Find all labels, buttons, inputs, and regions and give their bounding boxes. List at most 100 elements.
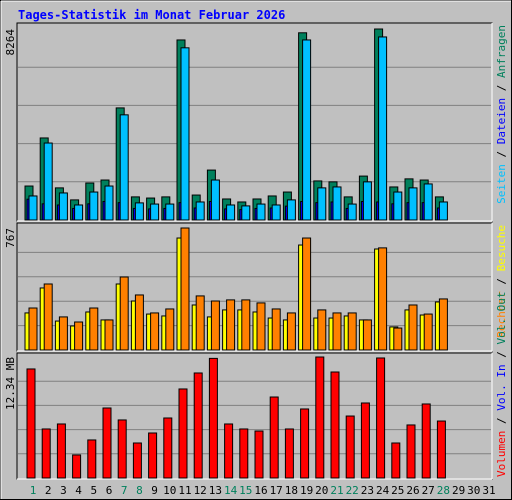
- x-tick-label: 6: [106, 484, 113, 497]
- x-tick-label: 18: [285, 484, 298, 497]
- legend-entry: Volumen: [495, 431, 508, 477]
- bar: [378, 36, 388, 221]
- x-tick-label: 8: [136, 484, 143, 497]
- x-tick-label: 27: [422, 484, 435, 497]
- bar: [56, 423, 66, 479]
- bar: [43, 142, 53, 221]
- x-tick-label: 28: [437, 484, 450, 497]
- bar: [332, 186, 342, 221]
- x-tick-label: 1: [30, 484, 37, 497]
- bar: [28, 195, 38, 221]
- x-tick-label: 9: [151, 484, 158, 497]
- x-tick-label: 10: [163, 484, 176, 497]
- x-tick-label: 15: [239, 484, 252, 497]
- legend-entry: Rechner: [495, 291, 508, 338]
- bar: [330, 371, 340, 479]
- bar: [241, 205, 251, 221]
- bar: [254, 430, 264, 479]
- bar: [208, 357, 218, 479]
- bar: [226, 204, 236, 221]
- bar: [315, 356, 325, 479]
- bar: [148, 432, 158, 479]
- bar: [132, 442, 142, 479]
- legend-separator: /: [495, 345, 508, 365]
- x-tick-label: 20: [315, 484, 328, 497]
- bar: [102, 407, 112, 479]
- bar: [362, 319, 372, 351]
- bar: [134, 294, 144, 351]
- bar: [87, 439, 97, 479]
- x-tick-label: 14: [224, 484, 238, 497]
- bar: [43, 283, 53, 351]
- bar: [332, 312, 342, 351]
- bar: [347, 203, 357, 221]
- bar: [436, 420, 446, 479]
- bar: [193, 372, 203, 479]
- x-tick-label: 31: [482, 484, 495, 497]
- legend-entry: Besuche: [495, 225, 508, 271]
- x-tick-label: 23: [361, 484, 374, 497]
- bar: [104, 185, 114, 221]
- bar: [210, 179, 220, 221]
- x-tick-label: 11: [178, 484, 191, 497]
- bar: [165, 203, 175, 221]
- bar: [163, 417, 173, 479]
- bar: [391, 442, 401, 479]
- bar: [406, 424, 416, 479]
- bar: [286, 312, 296, 351]
- bar: [302, 39, 312, 221]
- x-tick-label: 4: [75, 484, 82, 497]
- bar: [150, 203, 160, 221]
- bar: [72, 454, 82, 479]
- bar: [117, 419, 127, 479]
- bar: [376, 357, 386, 479]
- bar: [178, 388, 188, 479]
- x-tick-label: 17: [270, 484, 283, 497]
- bar: [119, 114, 129, 221]
- legend-separator: /: [495, 271, 508, 291]
- bar: [180, 227, 190, 351]
- bar: [423, 313, 433, 351]
- bar: [165, 308, 175, 351]
- x-tick-label: 25: [391, 484, 404, 497]
- x-tick-label: 30: [467, 484, 480, 497]
- bar: [408, 304, 418, 351]
- x-tick-label: 2: [45, 484, 52, 497]
- bar: [256, 302, 266, 351]
- bar: [438, 298, 448, 351]
- x-tick-label: 21: [330, 484, 343, 497]
- legend-entry: Seiten: [495, 164, 508, 204]
- bar: [58, 192, 68, 221]
- bar: [271, 204, 281, 221]
- bar: [226, 299, 236, 351]
- bar: [104, 319, 114, 351]
- bar: [74, 204, 84, 221]
- bar: [241, 299, 251, 351]
- bar: [317, 309, 327, 351]
- x-tick-label: 26: [406, 484, 419, 497]
- bar: [180, 47, 190, 221]
- bar: [195, 295, 205, 351]
- bar: [256, 203, 266, 221]
- legend: Rechner / Besuche: [495, 225, 508, 338]
- bar: [300, 408, 310, 479]
- bar: [224, 423, 234, 479]
- x-tick-label: 7: [121, 484, 128, 497]
- bar: [41, 428, 51, 479]
- bar: [150, 312, 160, 351]
- bar: [345, 415, 355, 479]
- bar: [393, 191, 403, 221]
- legend-entry: Dateien: [495, 98, 508, 144]
- bar: [210, 300, 220, 351]
- bar: [89, 307, 99, 351]
- bar: [28, 307, 38, 351]
- bar: [393, 327, 403, 351]
- bar: [271, 308, 281, 351]
- bar: [269, 396, 279, 479]
- bar: [74, 321, 84, 351]
- legend-separator: /: [495, 411, 508, 431]
- x-tick-label: 12: [194, 484, 207, 497]
- bar: [89, 191, 99, 221]
- bar: [286, 199, 296, 221]
